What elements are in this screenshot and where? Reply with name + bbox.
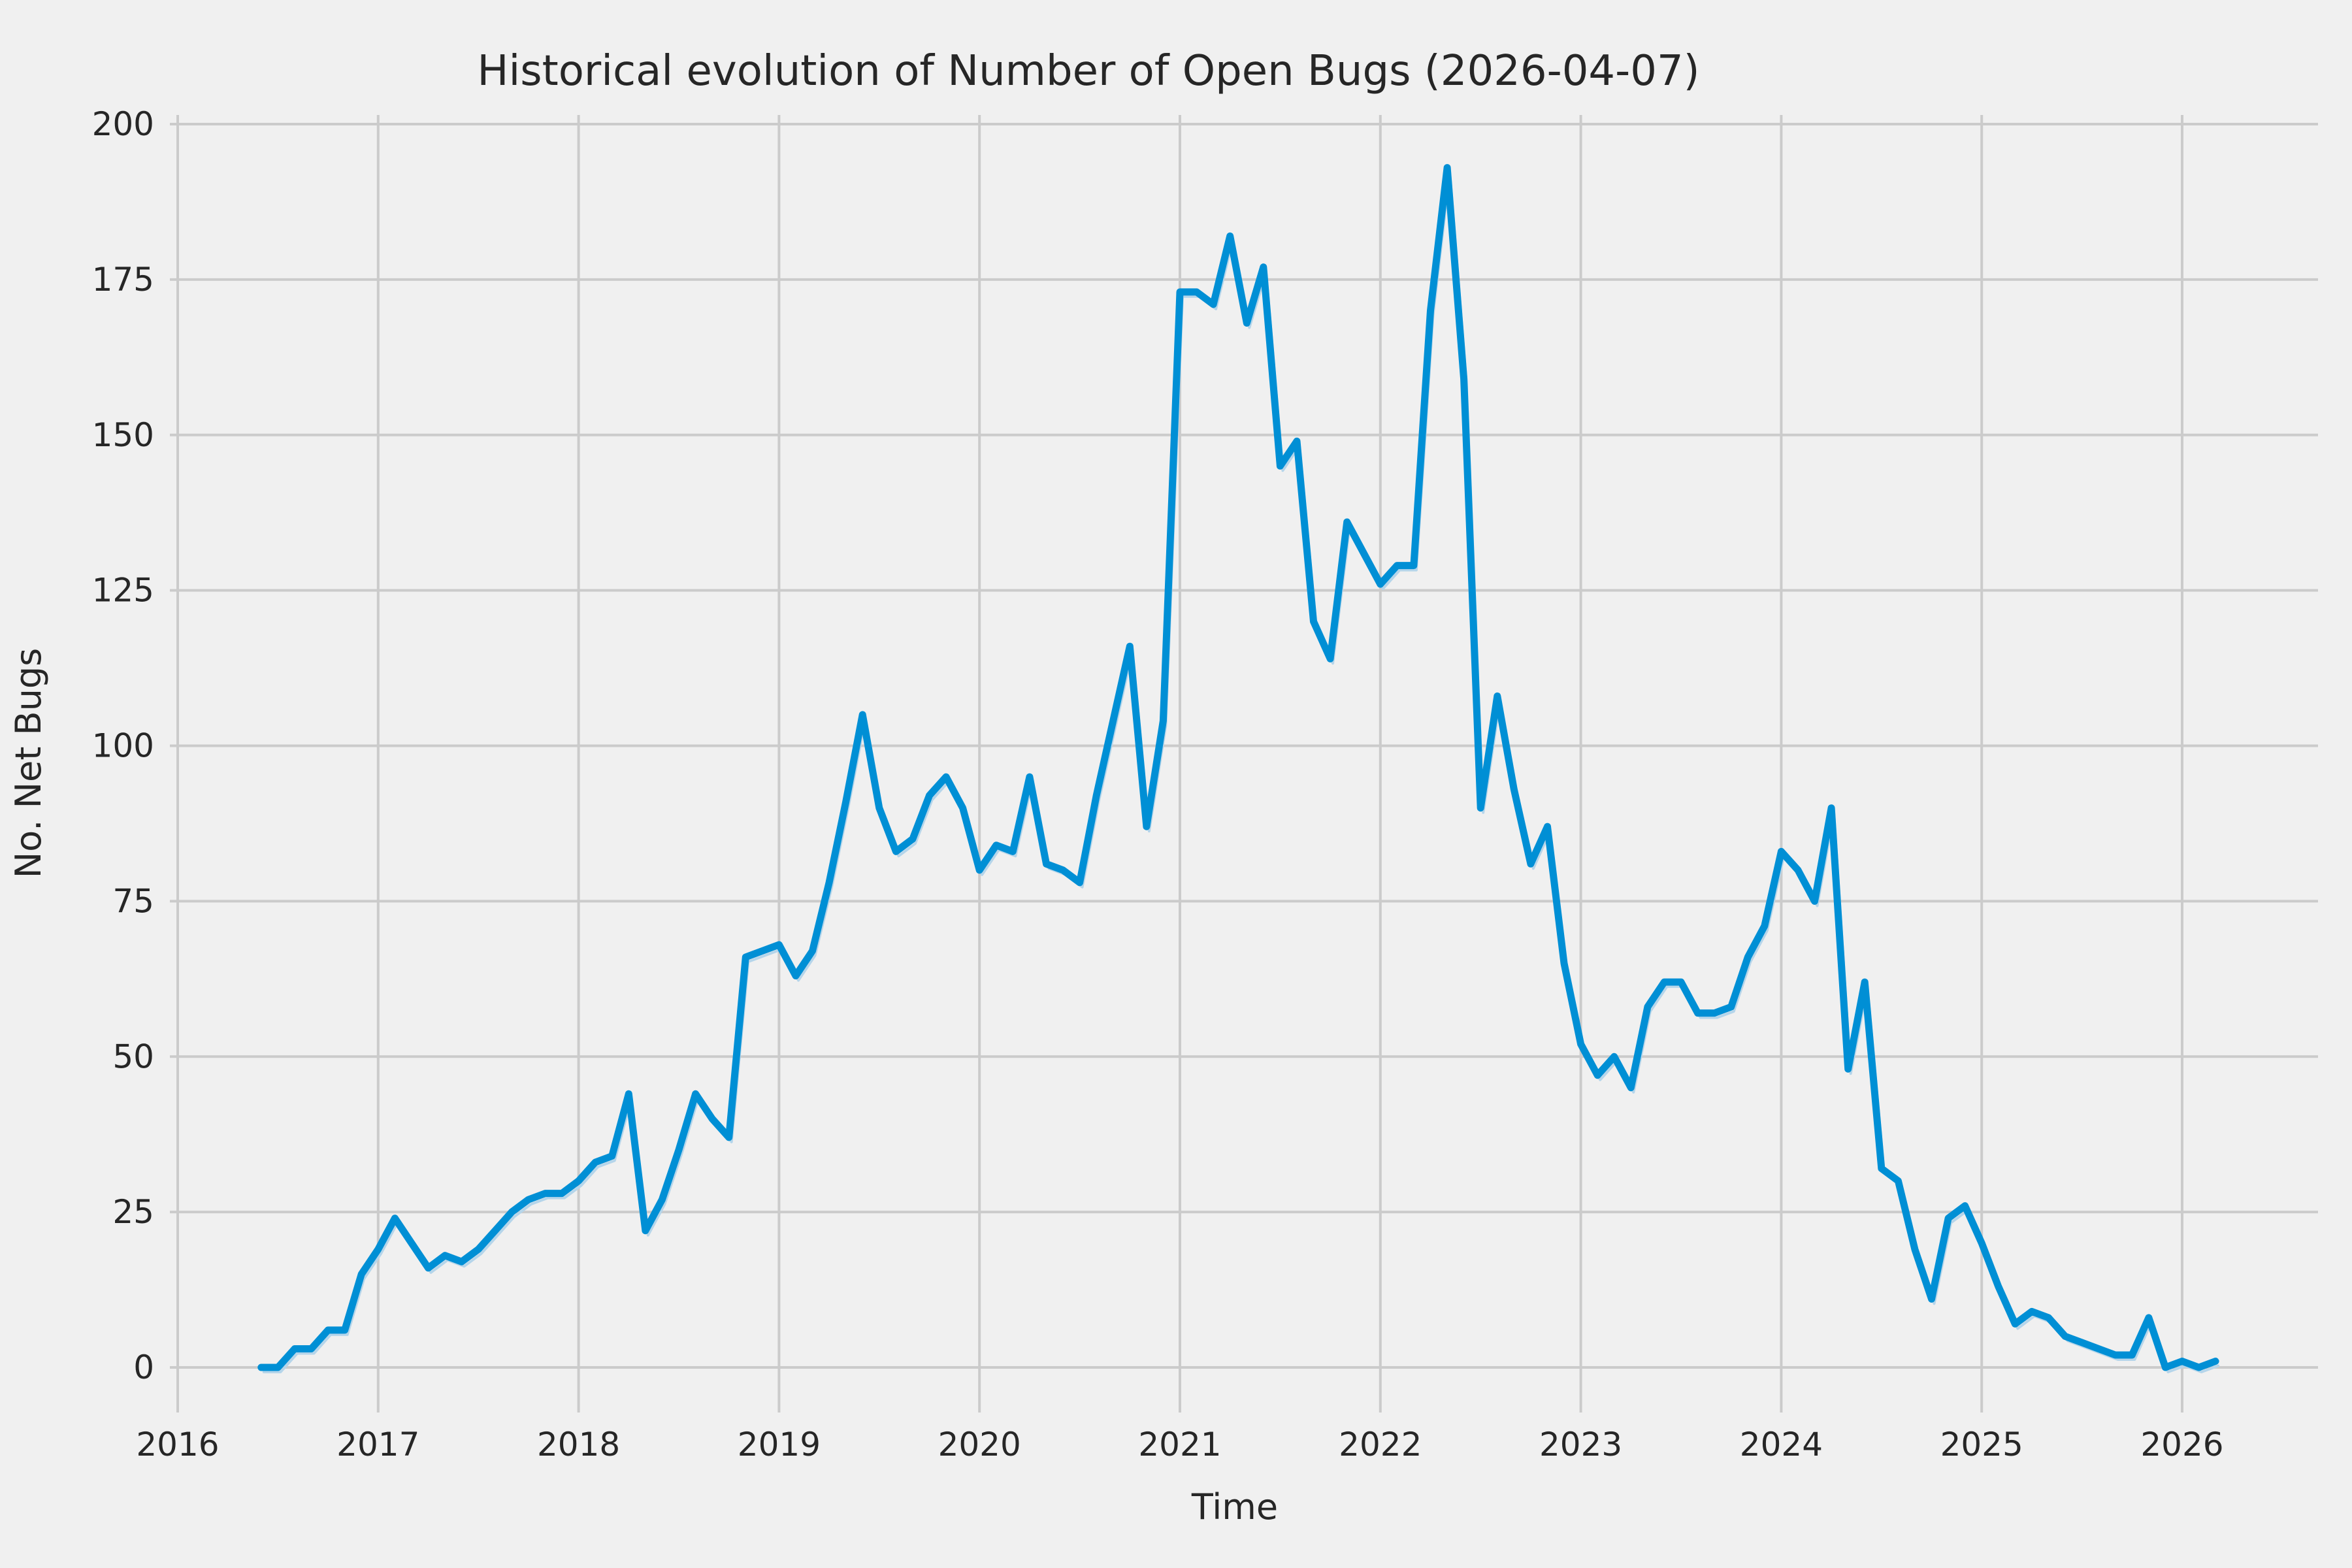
x-tick-label: 2017 — [336, 1426, 419, 1463]
y-tick-label: 200 — [92, 105, 154, 143]
x-tick-label: 2016 — [136, 1426, 219, 1463]
x-tick-label: 2025 — [1940, 1426, 2023, 1463]
x-tick-label: 2018 — [537, 1426, 620, 1463]
y-tick-label: 50 — [112, 1037, 154, 1075]
series-lines — [257, 164, 2220, 1373]
y-tick-label: 25 — [112, 1193, 154, 1231]
x-tick-label: 2020 — [938, 1426, 1021, 1463]
y-axis-tick-labels: 0 25 50 75 100 125 150 175 200 — [92, 105, 154, 1386]
y-tick-label: 0 — [133, 1348, 154, 1386]
y-tick-label: 125 — [92, 572, 154, 610]
y-tick-label: 150 — [92, 416, 154, 454]
open-bugs-line — [257, 164, 2219, 1371]
x-tick-label: 2022 — [1339, 1426, 1422, 1463]
x-axis-label: Time — [1191, 1486, 1278, 1527]
x-tick-label: 2023 — [1539, 1426, 1622, 1463]
x-tick-label: 2019 — [738, 1426, 821, 1463]
y-tick-label: 100 — [92, 727, 154, 765]
y-tick-label: 175 — [92, 261, 154, 299]
chart-title: Historical evolution of Number of Open B… — [477, 47, 1699, 95]
y-axis-label: No. Net Bugs — [8, 648, 49, 878]
x-tick-label: 2026 — [2140, 1426, 2223, 1463]
gridlines — [170, 115, 2318, 1413]
y-tick-label: 75 — [112, 882, 154, 920]
x-tick-label: 2021 — [1138, 1426, 1221, 1463]
x-tick-label: 2024 — [1740, 1426, 1823, 1463]
x-axis-tick-labels: 2016 2017 2018 2019 2020 2021 2022 2023 2024 2025… — [136, 1426, 2223, 1463]
